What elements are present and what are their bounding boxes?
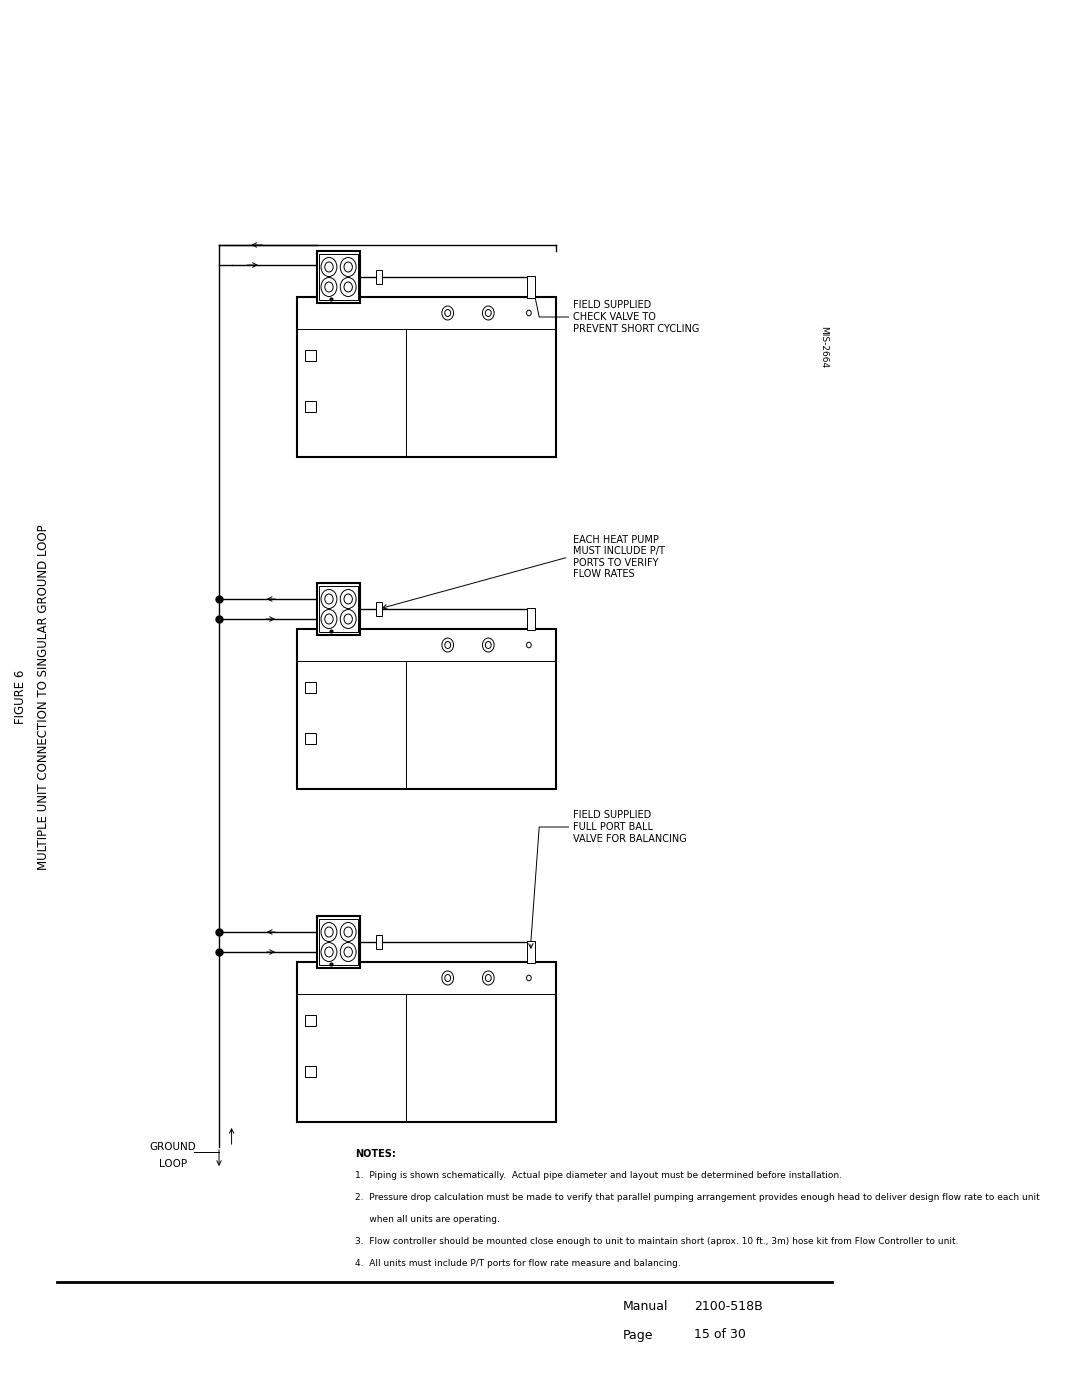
Circle shape (345, 947, 352, 957)
Circle shape (442, 971, 454, 985)
Circle shape (325, 594, 333, 604)
Circle shape (321, 278, 337, 296)
Circle shape (321, 257, 337, 277)
Circle shape (345, 282, 352, 292)
Circle shape (442, 306, 454, 320)
Circle shape (340, 922, 356, 942)
Circle shape (340, 257, 356, 277)
Bar (376, 270, 381, 284)
Text: GROUND: GROUND (150, 1141, 197, 1153)
Text: 15 of 30: 15 of 30 (693, 1329, 746, 1341)
Circle shape (340, 590, 356, 609)
Text: 2.  Pressure drop calculation must be made to verify that parallel pumping arran: 2. Pressure drop calculation must be mad… (355, 1193, 1040, 1201)
Text: MULTIPLE UNIT CONNECTION TO SINGULAR GROUND LOOP: MULTIPLE UNIT CONNECTION TO SINGULAR GRO… (37, 524, 50, 870)
Circle shape (527, 643, 531, 648)
Circle shape (483, 638, 495, 652)
Bar (527, 608, 535, 630)
Text: when all units are operating.: when all units are operating. (355, 1215, 500, 1224)
Text: Page: Page (623, 1329, 653, 1341)
Text: FIELD SUPPLIED
FULL PORT BALL
VALVE FOR BALANCING: FIELD SUPPLIED FULL PORT BALL VALVE FOR … (572, 810, 687, 844)
Circle shape (483, 306, 495, 320)
Bar (306, 401, 316, 412)
Circle shape (325, 947, 333, 957)
Text: FIGURE 6: FIGURE 6 (14, 669, 27, 724)
Bar (297, 298, 556, 457)
Circle shape (345, 615, 352, 624)
Circle shape (483, 971, 495, 985)
Bar (320, 254, 357, 300)
Text: NOTES:: NOTES: (355, 1148, 396, 1160)
Circle shape (445, 975, 450, 982)
Text: MIS-2664: MIS-2664 (819, 326, 828, 367)
Circle shape (345, 928, 352, 937)
Circle shape (321, 590, 337, 609)
Bar (527, 277, 535, 298)
Text: 3.  Flow controller should be mounted close enough to unit to maintain short (ap: 3. Flow controller should be mounted clo… (355, 1236, 959, 1246)
Circle shape (340, 943, 356, 961)
Circle shape (325, 282, 333, 292)
Text: 2100-518B: 2100-518B (693, 1301, 762, 1313)
Circle shape (321, 922, 337, 942)
Text: LOOP: LOOP (159, 1160, 187, 1169)
Circle shape (321, 943, 337, 961)
Circle shape (445, 641, 450, 648)
Circle shape (340, 278, 356, 296)
Circle shape (325, 615, 333, 624)
Bar (306, 682, 316, 693)
Bar (376, 602, 381, 616)
Circle shape (485, 310, 491, 317)
Bar (306, 1066, 316, 1077)
Circle shape (442, 638, 454, 652)
Circle shape (325, 263, 333, 272)
Text: EACH HEAT PUMP
MUST INCLUDE P/T
PORTS TO VERIFY
FLOW RATES: EACH HEAT PUMP MUST INCLUDE P/T PORTS TO… (572, 535, 664, 580)
Bar (297, 629, 556, 789)
Text: Manual: Manual (623, 1301, 669, 1313)
Bar (306, 351, 316, 360)
Circle shape (340, 609, 356, 629)
Circle shape (527, 310, 531, 316)
Bar (320, 585, 357, 631)
Circle shape (345, 594, 352, 604)
Bar (306, 733, 316, 745)
Bar (297, 963, 556, 1122)
Text: 4.  All units must include P/T ports for flow rate measure and balancing.: 4. All units must include P/T ports for … (355, 1259, 681, 1268)
Text: 1.  Piping is shown schematically.  Actual pipe diameter and layout must be dete: 1. Piping is shown schematically. Actual… (355, 1171, 842, 1180)
Bar (316, 583, 361, 636)
Bar (316, 916, 361, 968)
Bar (527, 942, 535, 963)
Circle shape (325, 928, 333, 937)
Circle shape (321, 609, 337, 629)
Circle shape (445, 310, 450, 317)
Circle shape (345, 263, 352, 272)
Bar (320, 919, 357, 965)
Bar (306, 1016, 316, 1025)
Bar (316, 251, 361, 303)
Text: FIELD SUPPLIED
CHECK VALVE TO
PREVENT SHORT CYCLING: FIELD SUPPLIED CHECK VALVE TO PREVENT SH… (572, 300, 699, 334)
Circle shape (485, 975, 491, 982)
Bar (376, 935, 381, 949)
Circle shape (485, 641, 491, 648)
Circle shape (527, 975, 531, 981)
